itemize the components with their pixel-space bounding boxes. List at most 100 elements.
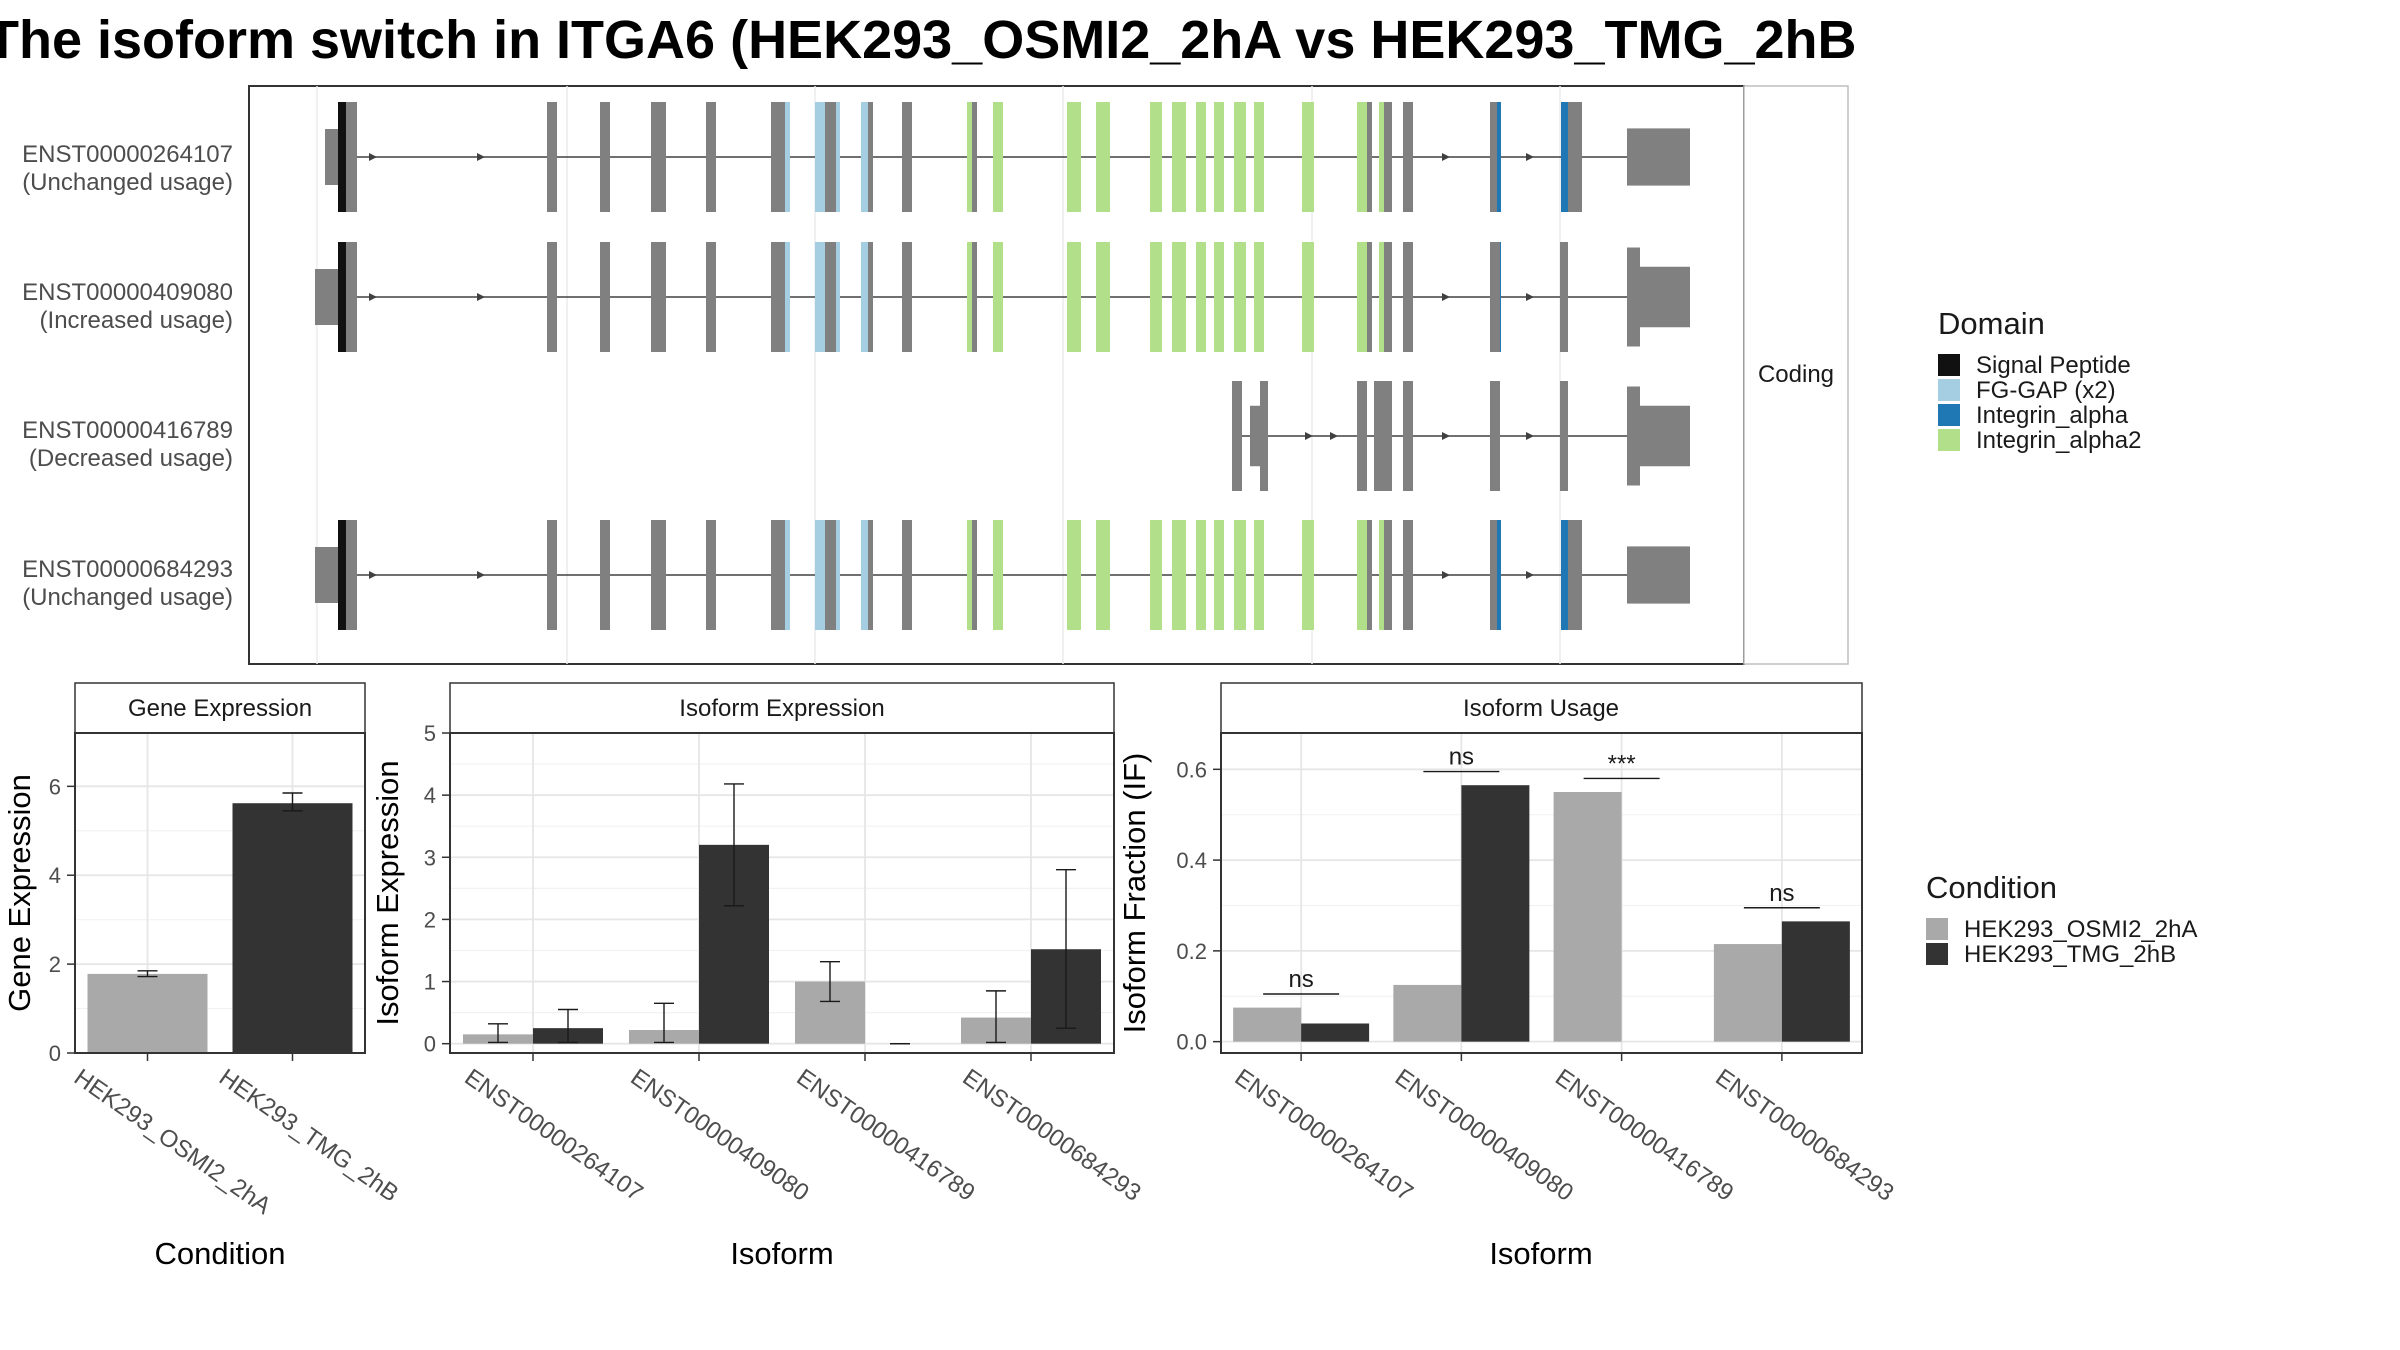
domain-label-fg-gap: FG-GAP (x2) bbox=[1976, 377, 2116, 404]
exon-block bbox=[1096, 520, 1110, 630]
exon-block bbox=[1576, 520, 1582, 630]
exon-block bbox=[785, 102, 790, 212]
domain-label-integrin-alpha2: Integrin_alpha2 bbox=[1976, 427, 2141, 454]
x-tick-label: ENST00000684293 bbox=[958, 1064, 1146, 1207]
domain-swatch-integrin-alpha2 bbox=[1938, 429, 1960, 451]
y-tick-label: 5 bbox=[424, 721, 436, 746]
exon-block bbox=[1302, 520, 1314, 630]
exon-block bbox=[1367, 242, 1372, 352]
iso-usage-frame bbox=[1220, 732, 1863, 1054]
condition-swatch-osmi2 bbox=[1926, 918, 1948, 940]
exon-block bbox=[1490, 102, 1497, 212]
utr-3 bbox=[1627, 247, 1640, 347]
exon-block bbox=[815, 242, 825, 352]
exon-block bbox=[1067, 102, 1081, 212]
y-tick-label: 0 bbox=[424, 1032, 436, 1057]
exon-block bbox=[836, 520, 840, 630]
isoform-2-usage: (Increased usage) bbox=[40, 307, 233, 334]
condition-swatch-tmg bbox=[1926, 943, 1948, 965]
exon-block bbox=[651, 102, 666, 212]
iso-expr-xlabel: Isoform bbox=[730, 1236, 833, 1271]
exon-block bbox=[861, 242, 868, 352]
isoform-labels: ENST00000264107 (Unchanged usage) ENST00… bbox=[22, 141, 233, 611]
exon-block bbox=[600, 242, 610, 352]
domain-legend-title: Domain bbox=[1938, 306, 2045, 341]
exon-block bbox=[1250, 405, 1260, 467]
exon-block bbox=[346, 520, 357, 630]
exon-block bbox=[346, 242, 357, 352]
iso-usage-strip bbox=[1220, 682, 1863, 734]
x-tick-label: ENST00000264107 bbox=[460, 1064, 648, 1207]
isoform-4-usage: (Unchanged usage) bbox=[22, 584, 233, 611]
exon-block bbox=[1357, 102, 1367, 212]
y-tick-label: 1 bbox=[424, 970, 436, 995]
gene-expr-frame bbox=[74, 732, 366, 1054]
y-tick-label: 0 bbox=[49, 1041, 61, 1066]
exon-block bbox=[346, 102, 357, 212]
bar bbox=[1553, 792, 1622, 1042]
gene-expr-strip bbox=[74, 682, 366, 734]
exon-block bbox=[1384, 102, 1392, 212]
strand-arrow bbox=[477, 153, 485, 161]
exon-block bbox=[1357, 381, 1367, 491]
strand-arrow bbox=[1526, 432, 1534, 440]
isoform-4-id: ENST00000684293 bbox=[22, 556, 233, 583]
exon-block bbox=[967, 242, 972, 352]
bar bbox=[1393, 984, 1462, 1042]
exon-block bbox=[1497, 102, 1501, 212]
exon-block bbox=[1172, 242, 1186, 352]
isoform-3-usage: (Decreased usage) bbox=[29, 445, 233, 472]
exon-block bbox=[1150, 520, 1162, 630]
exon-block bbox=[1403, 242, 1413, 352]
exon-block bbox=[1150, 102, 1162, 212]
domain-label-signal-peptide: Signal Peptide bbox=[1976, 352, 2131, 379]
iso-expr-frame bbox=[449, 732, 1115, 1054]
y-tick-label: 6 bbox=[49, 774, 61, 799]
exon-block bbox=[1357, 242, 1367, 352]
significance-label: ns bbox=[1449, 744, 1474, 771]
iso-usage-plot: 0.00.20.40.6ENST00000264107ENST000004090… bbox=[1176, 733, 1899, 1207]
gene-expr-strip-title: Gene Expression bbox=[128, 695, 312, 722]
exon-block bbox=[706, 102, 716, 212]
exon-block bbox=[1384, 381, 1392, 491]
y-tick-label: 3 bbox=[424, 845, 436, 870]
isoform-usage-panel: Isoform Usage 0.00.20.40.6ENST0000026410… bbox=[1117, 682, 1899, 1271]
exon-block bbox=[706, 520, 716, 630]
strand-arrow bbox=[1442, 293, 1450, 301]
exon-block bbox=[825, 242, 836, 352]
exon-block bbox=[1403, 381, 1413, 491]
exon-block bbox=[600, 102, 610, 212]
y-tick-label: 2 bbox=[424, 907, 436, 932]
strand-arrow bbox=[477, 293, 485, 301]
strand-arrow bbox=[1526, 293, 1534, 301]
iso-expr-strip bbox=[449, 682, 1115, 734]
condition-legend-title: Condition bbox=[1926, 870, 2057, 905]
x-tick-label: ENST00000684293 bbox=[1710, 1064, 1898, 1207]
bar bbox=[1461, 785, 1530, 1042]
exon-block bbox=[815, 102, 825, 212]
exon-block bbox=[1367, 102, 1372, 212]
y-tick-label: 0.4 bbox=[1176, 848, 1207, 873]
gene-expr-xlabel: Condition bbox=[155, 1236, 286, 1271]
coding-strip bbox=[1743, 85, 1849, 665]
exon-block bbox=[1234, 102, 1246, 212]
exon-block bbox=[1379, 520, 1384, 630]
exon-block bbox=[1234, 520, 1246, 630]
strand-arrow bbox=[1305, 432, 1313, 440]
iso-expr-ylabel: Isoform Expression bbox=[370, 760, 405, 1025]
bar bbox=[87, 973, 208, 1053]
strand-arrow bbox=[369, 571, 377, 579]
exon-block bbox=[967, 102, 972, 212]
exon-block bbox=[1302, 242, 1314, 352]
exon-block bbox=[1367, 520, 1372, 630]
utr-5 bbox=[315, 269, 338, 325]
strand-arrow bbox=[1442, 571, 1450, 579]
exon-block bbox=[1379, 102, 1384, 212]
exon-block bbox=[1150, 242, 1162, 352]
exon-block bbox=[1067, 242, 1081, 352]
gene-expression-panel: Gene Expression 0246HEK293_OSMI2_2hAHEK2… bbox=[2, 682, 403, 1271]
exon-block bbox=[825, 520, 836, 630]
y-tick-label: 4 bbox=[424, 783, 436, 808]
exon-block bbox=[651, 520, 666, 630]
